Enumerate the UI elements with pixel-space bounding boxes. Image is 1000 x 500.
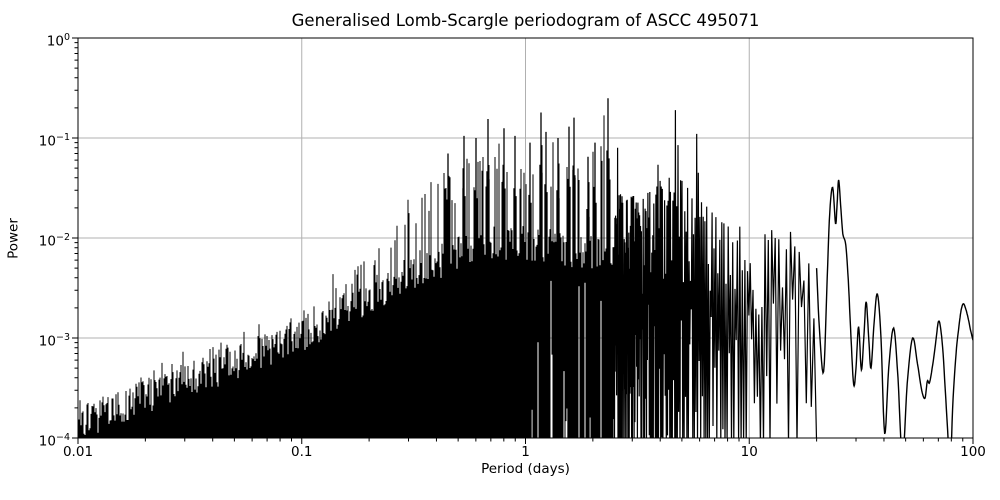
x-axis-label: Period (days) [481, 461, 570, 477]
chart-title: Generalised Lomb-Scargle periodogram of … [291, 11, 760, 30]
y-tick-label: 10−3 [38, 332, 70, 350]
x-tick-label: 100 [960, 444, 986, 460]
y-tick-label: 10−2 [38, 232, 70, 250]
x-tick-label: 10 [740, 444, 758, 460]
x-tick-label: 1 [521, 444, 530, 460]
y-tick-label: 10−4 [38, 432, 70, 450]
periodogram-mid-region [613, 110, 818, 438]
axis-ticks [72, 37, 974, 444]
y-tick-label: 100 [46, 32, 70, 50]
axes-frame [72, 37, 974, 444]
periodogram-curve [78, 98, 973, 438]
periodogram-dense-region [78, 115, 615, 438]
periodogram-long-period-curve [815, 179, 973, 438]
periodogram-major-peaks [446, 98, 610, 438]
x-tick-label: 0.1 [291, 444, 313, 460]
x-tick-label: 0.01 [62, 444, 94, 460]
y-tick-label: 10−1 [38, 132, 70, 150]
